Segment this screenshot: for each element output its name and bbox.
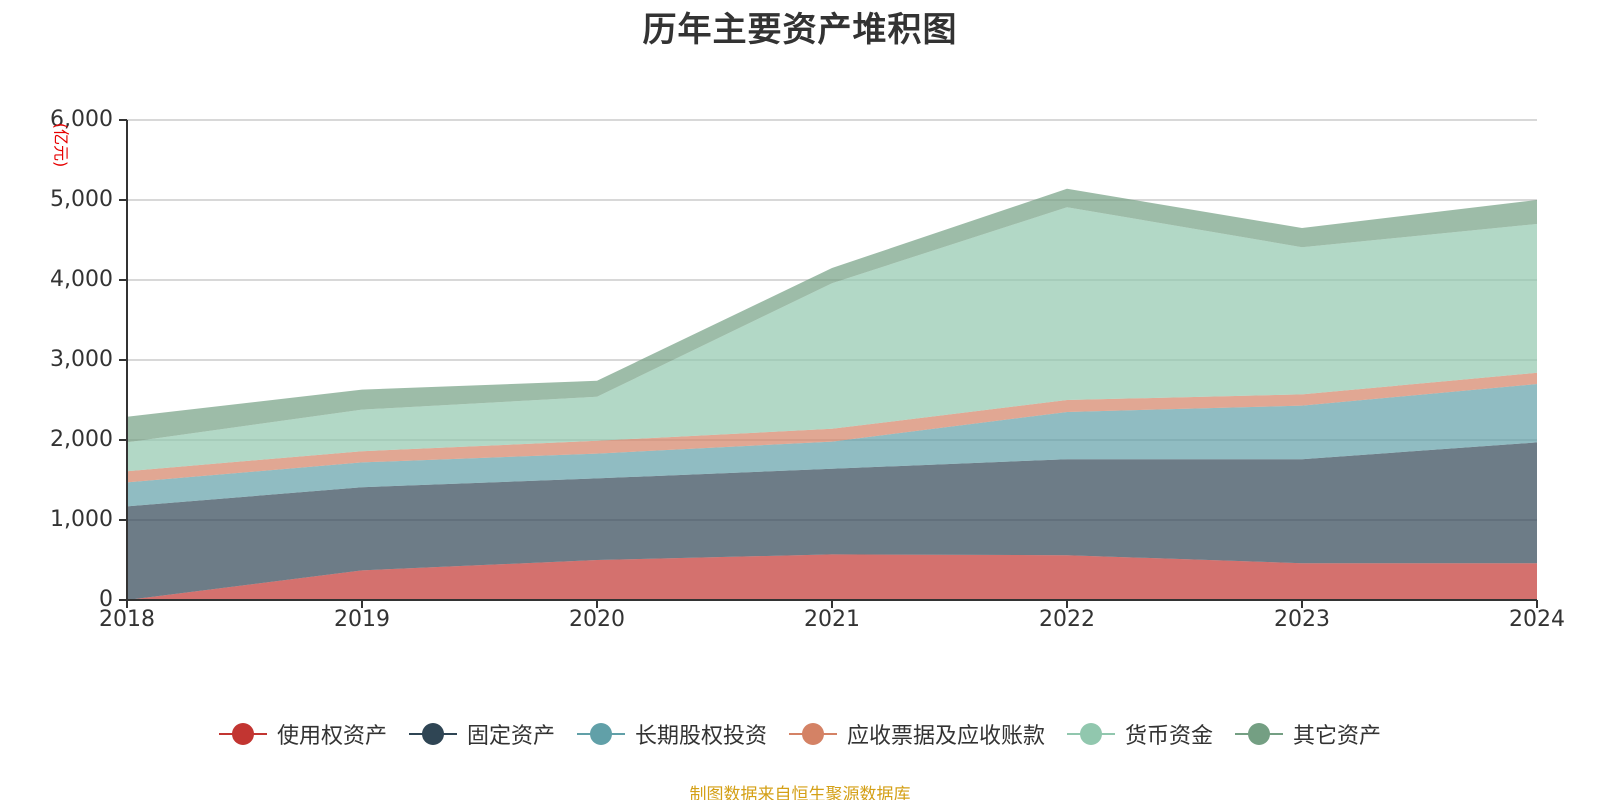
legend-marker-dot-1 <box>421 723 444 745</box>
legend-label-3: 应收票据及应收账款 <box>847 724 1046 749</box>
y-tick-label-5: 5,000 <box>50 187 113 212</box>
y-tick-label-0: 0 <box>99 587 113 612</box>
legend-marker-4 <box>1067 722 1116 746</box>
x-tick-label-2: 2020 <box>569 607 625 632</box>
y-tick-label-6: 6,000 <box>50 107 113 132</box>
x-tick-label-0: 2018 <box>99 607 155 632</box>
legend-marker-dot-0 <box>231 723 254 745</box>
legend-label-2: 长期股权投资 <box>634 724 767 749</box>
legend-item-1[interactable]: 固定资产 <box>408 718 555 750</box>
legend-label-1: 固定资产 <box>466 724 555 749</box>
area-2 <box>127 384 1537 507</box>
legend-marker-3 <box>789 722 837 746</box>
legend-marker-5 <box>1235 722 1284 746</box>
area-5 <box>127 188 1537 443</box>
x-tick-label-4: 2022 <box>1039 607 1095 632</box>
area-0 <box>127 554 1537 600</box>
x-tick-label-1: 2019 <box>334 607 390 632</box>
legend-item-5[interactable]: 其它资产 <box>1235 718 1381 750</box>
legend-marker-dot-3 <box>802 723 824 745</box>
legend-item-2[interactable]: 长期股权投资 <box>576 718 767 750</box>
area-4 <box>127 207 1537 472</box>
y-tick-label-4: 4,000 <box>50 267 113 292</box>
legend-item-0[interactable]: 使用权资产 <box>218 718 387 750</box>
x-tick-label-5: 2023 <box>1274 607 1330 632</box>
x-tick-label-3: 2021 <box>804 607 860 632</box>
legend-item-3[interactable]: 应收票据及应收账款 <box>789 718 1045 750</box>
data-source-note: 制图数据来自恒生聚源数据库 <box>689 785 911 800</box>
legend-item-4[interactable]: 货币资金 <box>1067 718 1213 750</box>
area-1 <box>127 442 1537 600</box>
legend-label-0: 使用权资产 <box>276 724 387 749</box>
x-tick-label-6: 2024 <box>1509 607 1565 632</box>
y-tick-label-1: 1,000 <box>50 507 113 532</box>
legend-label-4: 货币资金 <box>1125 724 1214 749</box>
legend-label-5: 其它资产 <box>1293 724 1382 749</box>
legend-marker-2 <box>576 722 625 746</box>
legend-marker-dot-4 <box>1080 723 1103 745</box>
legend-marker-1 <box>408 722 457 746</box>
y-axis-unit-label: (亿元) <box>52 123 71 168</box>
legend-marker-dot-5 <box>1248 723 1271 745</box>
y-tick-label-2: 2,000 <box>50 427 113 452</box>
area-series <box>127 188 1537 600</box>
legend-marker-0 <box>218 722 267 746</box>
chart-title: 历年主要资产堆积图 <box>642 10 958 50</box>
legend-marker-dot-2 <box>589 723 612 745</box>
area-3 <box>127 372 1537 483</box>
chart-legend: 使用权资产 固定资产 长期股权投资 应收票据及应收账款 货币资金 其它资产 <box>0 718 1600 750</box>
y-tick-label-3: 3,000 <box>50 347 113 372</box>
